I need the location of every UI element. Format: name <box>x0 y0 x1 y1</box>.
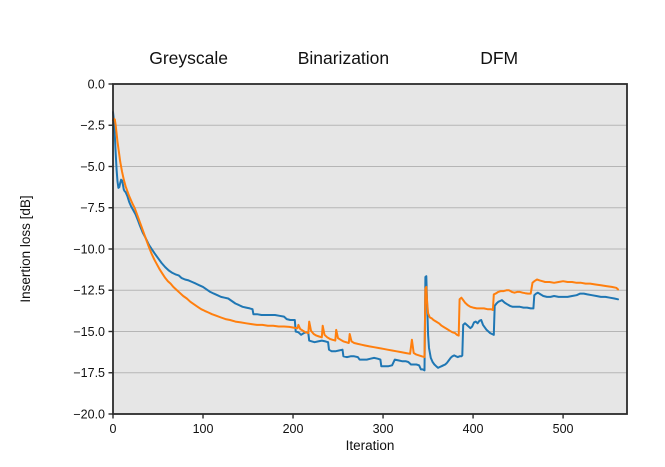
x-tick-label: 400 <box>463 422 484 436</box>
y-tick-label: −5.0 <box>80 160 105 174</box>
y-tick-label: −15.0 <box>73 325 105 339</box>
x-tick-label: 200 <box>283 422 304 436</box>
y-tick-label: −10.0 <box>73 242 105 256</box>
y-tick-label: 0.0 <box>88 77 105 91</box>
phase-label-binarization: Binarization <box>298 48 389 68</box>
x-tick-label: 0 <box>110 422 117 436</box>
y-tick-label: −20.0 <box>73 407 105 421</box>
blue-loss-curve <box>112 111 619 372</box>
x-axis-label: Iteration <box>346 438 395 453</box>
x-tick-label: 300 <box>373 422 394 436</box>
y-tick-label: −12.5 <box>73 284 105 298</box>
x-tick-label: 500 <box>553 422 574 436</box>
x-tick-label: 100 <box>193 422 214 436</box>
phase-label-greyscale: Greyscale <box>149 48 228 68</box>
y-tick-label: −7.5 <box>80 201 105 215</box>
y-axis-label: Insertion loss [dB] <box>18 195 33 302</box>
orange-loss-curve <box>112 117 619 359</box>
y-tick-label: −17.5 <box>73 366 105 380</box>
y-tick-label: −2.5 <box>80 119 105 133</box>
phase-label-dfm: DFM <box>480 48 518 68</box>
